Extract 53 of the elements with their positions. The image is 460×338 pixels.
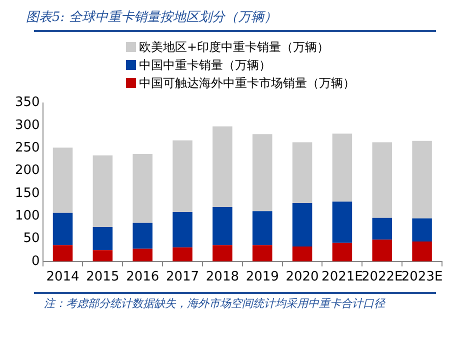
x-tick-label: 2019: [246, 270, 279, 285]
x-tick-label: 2020: [286, 270, 319, 285]
y-tick-label: 50: [23, 231, 40, 246]
x-tick-label: 2018: [206, 270, 239, 285]
chart-title: 图表5: 全球中重卡销量按地区划分（万辆）: [25, 9, 278, 26]
y-tick-label: 100: [14, 208, 40, 224]
bar: [212, 207, 232, 246]
bar: [372, 240, 392, 262]
bar: [412, 140, 432, 218]
y-tick-label: 300: [14, 118, 40, 133]
bar: [252, 245, 272, 262]
legend-label: 中国中重卡销量（万辆）: [139, 58, 271, 72]
text: 注：考虑部分统计数据缺失，海外市场空间统计均采用中重卡合计口径: [43, 297, 386, 311]
bar: [132, 222, 152, 249]
bar: [372, 218, 392, 240]
x-tick-label: 2022E: [361, 270, 403, 285]
legend-label: 欧美地区+印度中重卡销量（万辆）: [139, 40, 330, 54]
bar: [132, 154, 152, 223]
bar: [292, 202, 312, 246]
bar: [412, 218, 432, 242]
legend-label: 中国可触达海外中重卡市场销量（万辆）: [139, 76, 355, 90]
y-tick-label: 200: [14, 163, 40, 178]
bar: [212, 245, 232, 262]
bar: [372, 142, 392, 218]
bar: [332, 134, 352, 202]
bar: [332, 242, 352, 262]
bar: [292, 246, 312, 262]
bar: [92, 250, 113, 262]
bar: [52, 148, 73, 213]
bar: [52, 212, 73, 246]
bar: [132, 248, 152, 262]
bar: [92, 155, 113, 227]
bar: [172, 140, 192, 212]
x-tick-label: 2014: [46, 270, 80, 285]
x-tick-label: 2017: [166, 270, 200, 285]
bar: [92, 226, 113, 250]
bar: [172, 247, 192, 262]
x-tick-label: 2021E: [322, 270, 363, 285]
x-tick-label: 2016: [126, 270, 160, 285]
bar: [252, 134, 272, 212]
bar: [172, 212, 192, 248]
bar: [412, 241, 432, 262]
bar: [332, 202, 352, 243]
bar: [212, 126, 232, 208]
bar: [292, 142, 312, 203]
y-tick-label: 0: [32, 254, 40, 269]
bar: [252, 211, 272, 246]
x-tick-label: 2023E: [401, 270, 443, 285]
bar: [52, 245, 73, 262]
y-tick-label: 350: [14, 95, 40, 110]
y-tick-label: 250: [14, 140, 40, 156]
x-tick-label: 2015: [86, 270, 120, 285]
y-tick-label: 150: [14, 186, 40, 201]
